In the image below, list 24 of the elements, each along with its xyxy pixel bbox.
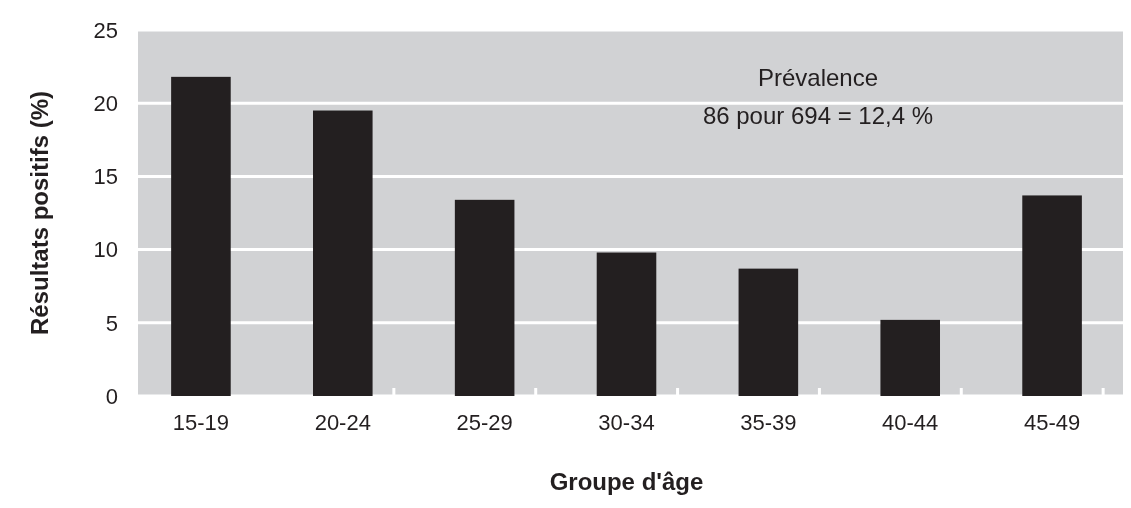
y-tick-label: 0 bbox=[105, 383, 118, 409]
y-tick-label: 20 bbox=[93, 90, 118, 116]
x-tick-label: 40-44 bbox=[882, 410, 939, 435]
bar bbox=[596, 252, 657, 396]
x-axis-title: Groupe d'âge bbox=[549, 468, 704, 495]
bar bbox=[454, 199, 515, 396]
annotation: Prévalence bbox=[757, 64, 879, 92]
y-tick-label: 15 bbox=[93, 164, 118, 190]
bar bbox=[313, 110, 373, 396]
bar bbox=[738, 268, 799, 396]
bar bbox=[171, 76, 231, 396]
y-tick-label: 10 bbox=[93, 237, 118, 263]
x-tick-label: 25-29 bbox=[456, 410, 513, 435]
bar bbox=[880, 319, 940, 396]
bar bbox=[1022, 195, 1082, 396]
x-tick-label: 45-49 bbox=[1023, 410, 1081, 435]
x-tick-label: 35-39 bbox=[740, 410, 797, 435]
y-tick-label: 25 bbox=[93, 17, 118, 43]
x-tick-label: 15-19 bbox=[172, 410, 230, 435]
y-tick-label: 5 bbox=[105, 310, 118, 336]
x-tick-label: 30-34 bbox=[598, 410, 655, 435]
x-tick-label: 20-24 bbox=[314, 410, 371, 435]
annotation: 86 pour 694 = 12,4 % bbox=[702, 102, 934, 130]
y-axis-title: Résultats positifs (%) bbox=[26, 90, 53, 336]
